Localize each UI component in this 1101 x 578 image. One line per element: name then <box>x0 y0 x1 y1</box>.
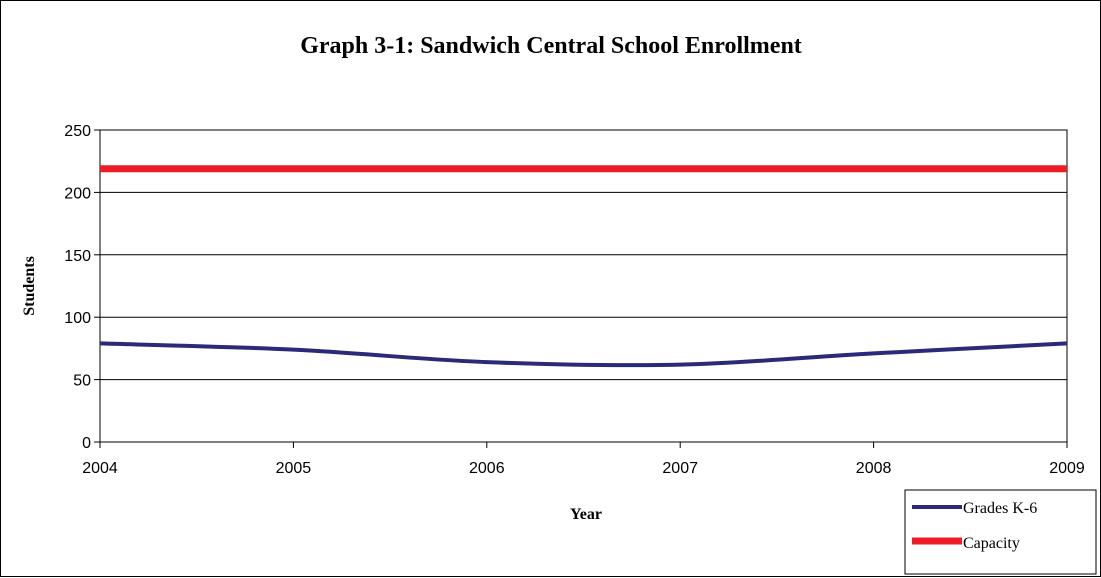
legend-label-capacity: Capacity <box>963 535 1020 552</box>
plot-area <box>100 130 1067 442</box>
chart-title: Graph 3-1: Sandwich Central School Enrol… <box>300 33 802 59</box>
y-tick-label: 100 <box>64 310 91 327</box>
y-tick-label: 200 <box>64 185 91 202</box>
y-axis-title: Students <box>21 256 38 316</box>
legend-label-grades-k-6: Grades K-6 <box>963 500 1037 517</box>
x-tick-label: 2008 <box>856 460 892 477</box>
y-tick-label: 50 <box>73 373 91 390</box>
x-tick-label: 2009 <box>1049 460 1085 477</box>
x-axis-title: Year <box>570 506 602 523</box>
x-tick-label: 2007 <box>662 460 698 477</box>
x-tick-label: 2005 <box>276 460 312 477</box>
y-tick-label: 150 <box>64 248 91 265</box>
series-line-grades-k-6 <box>100 343 1067 365</box>
series-layer <box>100 169 1067 366</box>
x-axis-ticks: 2004 2005 2006 2007 2008 2009 <box>82 442 1085 477</box>
x-tick-label: 2006 <box>469 460 505 477</box>
y-tick-label: 0 <box>82 435 91 452</box>
y-tick-label: 250 <box>64 123 91 140</box>
x-tick-label: 2004 <box>82 460 118 477</box>
y-axis-ticks: 0 50 100 150 200 250 <box>64 123 100 452</box>
legend: Grades K-6 Capacity <box>905 490 1096 574</box>
